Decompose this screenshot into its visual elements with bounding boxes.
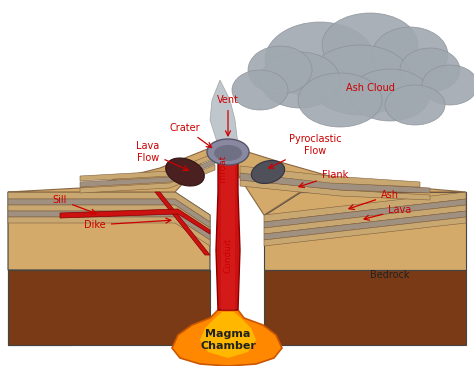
Polygon shape — [8, 205, 210, 234]
Polygon shape — [172, 310, 282, 366]
Polygon shape — [210, 80, 238, 145]
Text: Vent: Vent — [217, 95, 239, 136]
Polygon shape — [221, 150, 235, 310]
Polygon shape — [8, 270, 210, 345]
Polygon shape — [264, 205, 466, 234]
Ellipse shape — [166, 158, 204, 186]
Polygon shape — [8, 199, 210, 228]
Text: Pyroclastic
Flow: Pyroclastic Flow — [269, 134, 341, 168]
Ellipse shape — [385, 85, 445, 125]
Polygon shape — [264, 270, 466, 345]
Ellipse shape — [308, 45, 412, 115]
Ellipse shape — [214, 145, 242, 161]
Text: Ash: Ash — [349, 190, 399, 209]
Text: Bedrock: Bedrock — [370, 270, 410, 280]
Polygon shape — [8, 211, 210, 240]
Ellipse shape — [251, 161, 285, 183]
Polygon shape — [216, 148, 240, 310]
Polygon shape — [8, 192, 210, 270]
Ellipse shape — [298, 73, 382, 127]
Text: Lava
Flow: Lava Flow — [137, 141, 188, 171]
Polygon shape — [80, 159, 215, 187]
Polygon shape — [240, 180, 430, 200]
Polygon shape — [60, 209, 210, 234]
Ellipse shape — [422, 65, 474, 105]
Polygon shape — [8, 192, 210, 222]
Polygon shape — [264, 199, 466, 228]
Polygon shape — [8, 270, 72, 345]
Polygon shape — [80, 165, 215, 193]
Ellipse shape — [265, 22, 375, 98]
Polygon shape — [8, 217, 210, 246]
Polygon shape — [240, 166, 420, 187]
Ellipse shape — [232, 70, 288, 110]
Text: Throat: Throat — [219, 156, 228, 184]
Text: Crater: Crater — [170, 123, 211, 147]
Polygon shape — [200, 312, 256, 358]
Polygon shape — [240, 173, 430, 193]
Text: Magma
Chamber: Magma Chamber — [200, 329, 256, 351]
Ellipse shape — [400, 48, 460, 92]
Polygon shape — [155, 192, 210, 255]
Text: Dike: Dike — [84, 218, 171, 230]
Ellipse shape — [260, 52, 340, 108]
Text: Lava: Lava — [364, 205, 411, 220]
Text: Ash Cloud: Ash Cloud — [346, 83, 394, 93]
Ellipse shape — [248, 46, 312, 94]
Polygon shape — [228, 148, 466, 215]
Polygon shape — [8, 148, 215, 192]
Polygon shape — [80, 153, 215, 181]
Ellipse shape — [372, 27, 448, 83]
Ellipse shape — [207, 139, 249, 165]
Polygon shape — [264, 192, 466, 222]
Text: Conduit: Conduit — [224, 238, 233, 273]
Text: Sill: Sill — [53, 195, 96, 214]
Ellipse shape — [322, 13, 418, 77]
Polygon shape — [264, 211, 466, 240]
Polygon shape — [264, 217, 466, 246]
Polygon shape — [264, 192, 466, 270]
Text: Flank: Flank — [299, 170, 348, 187]
Ellipse shape — [350, 69, 430, 121]
